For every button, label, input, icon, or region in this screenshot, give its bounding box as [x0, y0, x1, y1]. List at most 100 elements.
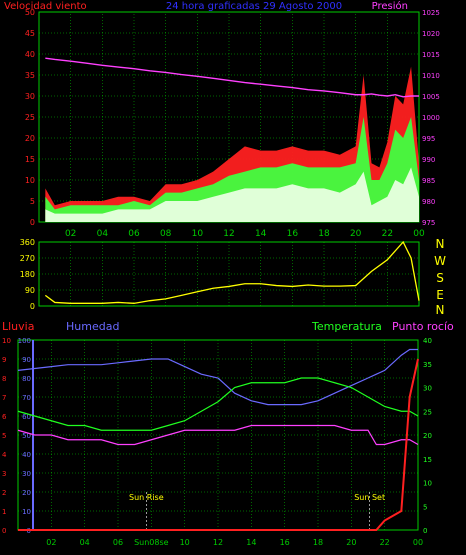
- xtick-lower-6: 14: [246, 538, 256, 547]
- ytick-wind-45: 45: [25, 29, 35, 38]
- ytick-temp-10: 10: [423, 480, 432, 488]
- ytick-rain-3: 3: [2, 470, 6, 478]
- ytick-pressure-1005: 1005: [422, 93, 440, 101]
- compass-n-top: N: [436, 237, 445, 251]
- ytick-pressure-985: 985: [422, 177, 435, 185]
- xtick-wind-10: 10: [192, 229, 204, 239]
- ytick-dir-180: 180: [20, 270, 35, 279]
- ytick-dir-0: 0: [30, 302, 35, 311]
- ytick-humidity-100: 100: [18, 337, 31, 345]
- ytick-dir-90: 90: [25, 286, 35, 295]
- xtick-lower-3: Sun08se: [134, 538, 169, 547]
- ytick-wind-5: 5: [30, 197, 35, 206]
- ytick-wind-20: 20: [25, 134, 35, 143]
- ytick-humidity-70: 70: [22, 394, 31, 402]
- ytick-rain-9: 9: [2, 356, 6, 364]
- ytick-temp-30: 30: [423, 385, 432, 393]
- compass-w: W: [434, 254, 446, 268]
- ytick-wind-30: 30: [25, 92, 35, 101]
- ytick-dir-270: 270: [20, 254, 35, 263]
- series-rain: [18, 358, 419, 531]
- chart-title: 24 hora graficadas 29 Agosto 2000: [166, 1, 342, 12]
- xtick-lower-1: 04: [80, 538, 90, 547]
- xtick-lower-10: 22: [380, 538, 390, 547]
- xtick-wind-20: 20: [350, 229, 362, 239]
- humidity-label: Humedad: [66, 320, 119, 333]
- ytick-pressure-995: 995: [422, 135, 435, 143]
- ytick-wind-10: 10: [25, 176, 35, 185]
- ytick-pressure-1015: 1015: [422, 51, 440, 59]
- ytick-wind-35: 35: [25, 71, 35, 80]
- ytick-wind-15: 15: [25, 155, 35, 164]
- ytick-wind-0: 0: [30, 218, 35, 227]
- compass-n-bottom: N: [436, 303, 445, 317]
- ytick-wind-25: 25: [25, 113, 35, 122]
- ytick-pressure-990: 990: [422, 156, 435, 164]
- ytick-pressure-1025: 1025: [422, 9, 440, 17]
- ytick-humidity-50: 50: [22, 432, 31, 440]
- ytick-rain-8: 8: [2, 375, 6, 383]
- ytick-humidity-40: 40: [22, 451, 31, 459]
- xtick-lower-2: 06: [113, 538, 123, 547]
- ytick-rain-10: 10: [2, 337, 11, 345]
- series-wind-base: [45, 167, 419, 222]
- series-temperature: [17, 377, 419, 431]
- ytick-pressure-980: 980: [422, 198, 435, 206]
- chart-marks: 0510152025303540455097598098599099510001…: [2, 8, 440, 547]
- ytick-humidity-90: 90: [22, 356, 31, 364]
- xtick-wind-18: 18: [318, 229, 330, 239]
- ytick-humidity-20: 20: [22, 489, 31, 497]
- ytick-temp-20: 20: [423, 432, 432, 440]
- ytick-pressure-1000: 1000: [422, 114, 440, 122]
- series-humidity: [17, 348, 418, 406]
- wind-speed-label: Velocidad viento: [4, 1, 87, 12]
- ytick-pressure-1010: 1010: [422, 72, 440, 80]
- ytick-temp-25: 25: [423, 408, 432, 416]
- ytick-rain-0: 0: [2, 527, 6, 535]
- ytick-wind-40: 40: [25, 50, 35, 59]
- ytick-pressure-975: 975: [422, 219, 435, 227]
- series-pressure: [45, 57, 419, 98]
- compass-e: E: [436, 288, 444, 302]
- ytick-humidity-80: 80: [22, 375, 31, 383]
- xtick-wind-12: 12: [223, 229, 234, 239]
- compass-s: S: [436, 271, 444, 285]
- ytick-humidity-60: 60: [22, 413, 31, 421]
- xtick-lower-11: 00: [413, 538, 423, 547]
- ytick-rain-4: 4: [2, 451, 7, 459]
- ytick-rain-7: 7: [2, 394, 6, 402]
- xtick-lower-4: 10: [180, 538, 190, 547]
- ytick-humidity-10: 10: [22, 508, 31, 516]
- xtick-lower-9: 20: [346, 538, 356, 547]
- xtick-lower-0: 02: [46, 538, 56, 547]
- ytick-temp-15: 15: [423, 456, 432, 464]
- xtick-wind-06: 06: [128, 229, 140, 239]
- ytick-temp-0: 0: [423, 527, 427, 535]
- ytick-rain-1: 1: [2, 508, 6, 516]
- ytick-pressure-1020: 1020: [422, 30, 440, 38]
- rain-label: Lluvia: [2, 320, 34, 333]
- ytick-rain-6: 6: [2, 413, 7, 421]
- xtick-lower-5: 12: [213, 538, 223, 547]
- ytick-temp-40: 40: [423, 337, 432, 345]
- xtick-wind-14: 14: [255, 229, 267, 239]
- ytick-temp-5: 5: [423, 503, 427, 511]
- series-wind-direction: [44, 240, 420, 304]
- dewpoint-label: Punto rocío: [392, 320, 454, 333]
- xtick-wind-02: 02: [65, 229, 76, 239]
- xtick-lower-7: 16: [280, 538, 290, 547]
- temperature-label: Temperatura: [311, 320, 382, 333]
- ytick-humidity-30: 30: [22, 470, 31, 478]
- series-dewpoint: [17, 424, 419, 446]
- xtick-wind-04: 04: [97, 229, 109, 239]
- xtick-wind-08: 08: [160, 229, 172, 239]
- pressure-label: Presión: [372, 0, 408, 12]
- event-label-0: Sun Rise: [129, 493, 164, 502]
- xtick-wind-22: 22: [382, 229, 393, 239]
- xtick-wind-00: 00: [413, 229, 425, 239]
- event-label-1: Sun Set: [354, 493, 385, 502]
- ytick-rain-5: 5: [2, 432, 6, 440]
- ytick-rain-2: 2: [2, 489, 6, 497]
